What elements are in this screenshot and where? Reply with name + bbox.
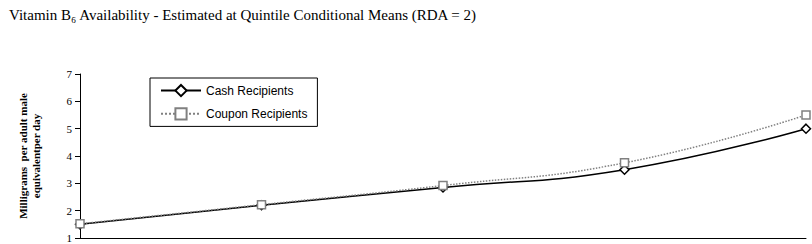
- svg-text:2: 2: [67, 205, 73, 217]
- svg-text:Milligrams per adult male: Milligrams per adult male: [17, 93, 29, 219]
- svg-text:1: 1: [67, 232, 73, 244]
- svg-text:5: 5: [67, 123, 73, 135]
- svg-text:Vitamin B₆ Availability - Esti: Vitamin B₆ Availability - Estimated at Q…: [9, 7, 476, 24]
- svg-text:6: 6: [67, 95, 73, 107]
- svg-text:7: 7: [67, 68, 73, 80]
- svg-text:Coupon Recipients: Coupon Recipients: [206, 107, 307, 121]
- svg-text:3: 3: [67, 177, 73, 189]
- svg-text:4: 4: [67, 150, 73, 162]
- svg-text:Cash Recipients: Cash Recipients: [206, 84, 293, 98]
- svg-text:equivalentper day: equivalentper day: [30, 113, 42, 198]
